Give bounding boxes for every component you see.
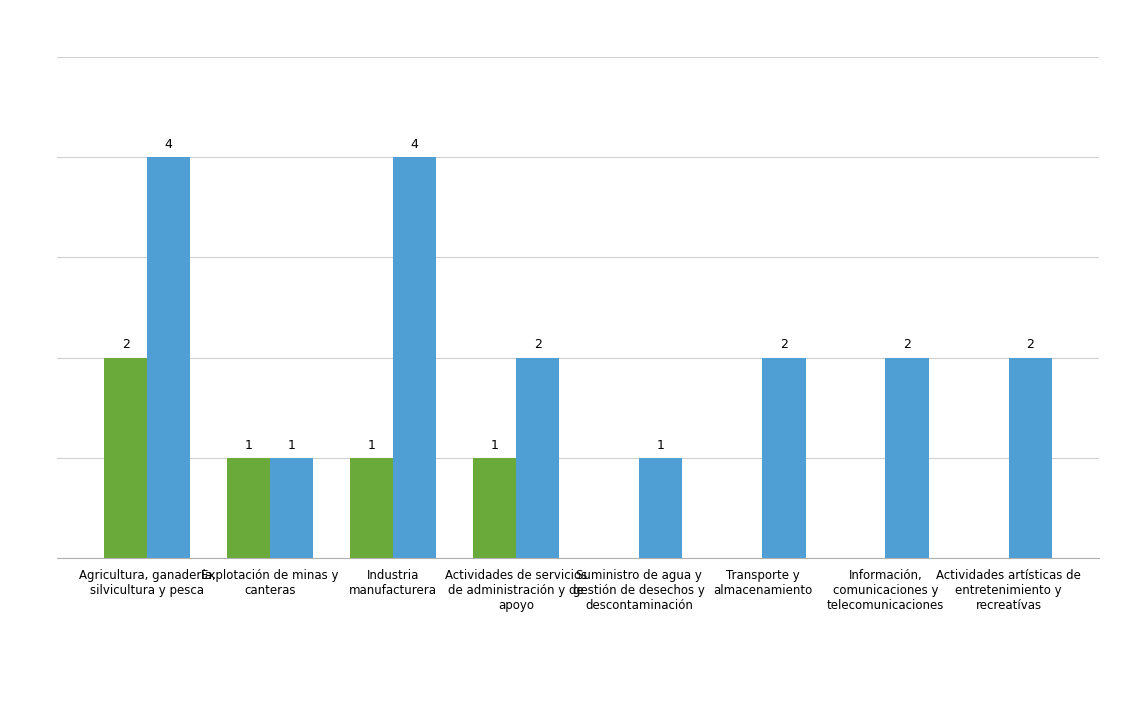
- Bar: [1008, 358, 1051, 558]
- Bar: [227, 458, 270, 558]
- Bar: [517, 358, 560, 558]
- Text: 1: 1: [245, 438, 253, 452]
- Bar: [104, 358, 147, 558]
- Text: 4: 4: [411, 138, 419, 152]
- Text: 4: 4: [164, 138, 172, 152]
- Text: 2: 2: [121, 338, 129, 352]
- Bar: [639, 458, 682, 558]
- Bar: [393, 157, 436, 558]
- Text: 1: 1: [657, 438, 665, 452]
- Text: 2: 2: [780, 338, 787, 352]
- Text: 2: 2: [1026, 338, 1034, 352]
- Bar: [270, 458, 313, 558]
- Bar: [350, 458, 393, 558]
- Bar: [763, 358, 806, 558]
- Text: 1: 1: [491, 438, 499, 452]
- Text: 2: 2: [534, 338, 542, 352]
- Bar: [886, 358, 929, 558]
- Text: 1: 1: [368, 438, 376, 452]
- Text: 2: 2: [903, 338, 911, 352]
- Bar: [474, 458, 517, 558]
- Text: 1: 1: [288, 438, 296, 452]
- Bar: [147, 157, 190, 558]
